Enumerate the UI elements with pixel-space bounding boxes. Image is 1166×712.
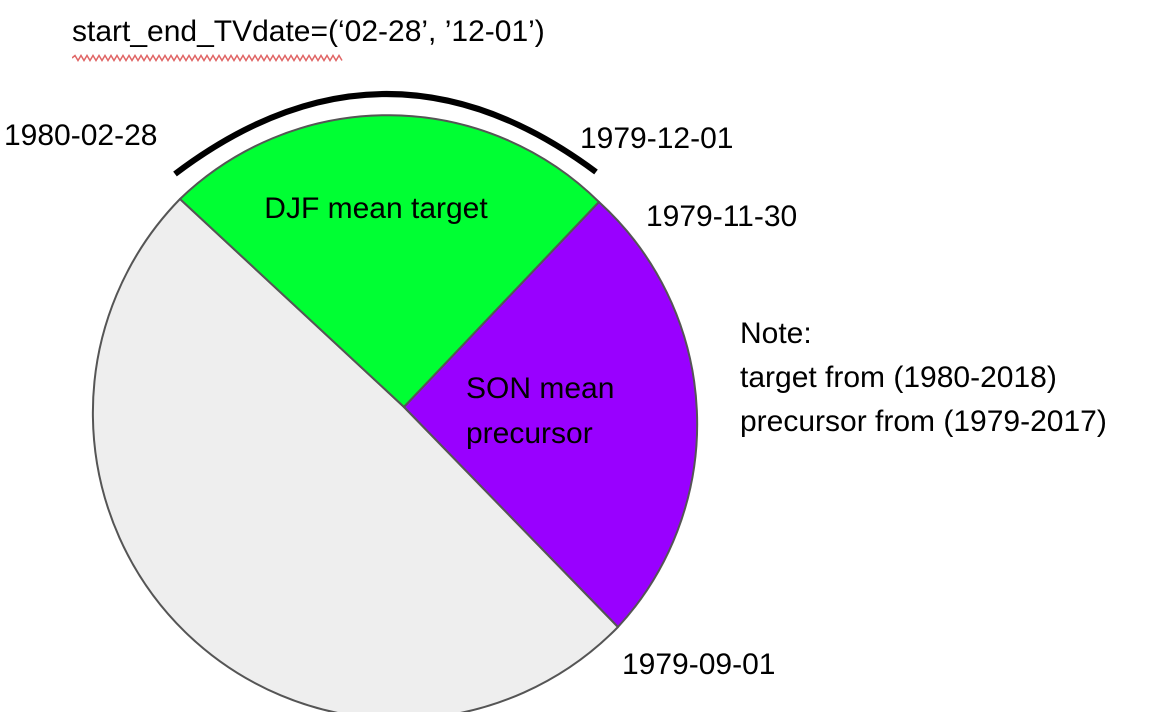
diagram-title: start_end_TVdate=(‘02-28’, ’12-01’)	[72, 15, 545, 48]
note-block: Note: target from (1980-2018) precursor …	[740, 312, 1107, 444]
note-line-precursor: precursor from (1979-2017)	[740, 405, 1107, 438]
djf-target-segment	[179, 114, 600, 408]
target-period-bracket	[173, 91, 598, 177]
date-label-target-end: 1979-12-01	[580, 122, 734, 155]
note-line-target: target from (1980-2018)	[740, 361, 1057, 394]
son-segment-label-line1: SON mean	[466, 372, 614, 405]
note-heading: Note:	[740, 317, 812, 350]
date-label-precursor-start: 1979-09-01	[622, 648, 776, 681]
date-label-target-start: 1980-02-28	[4, 119, 158, 152]
remaining-year-segment	[91, 198, 619, 712]
son-precursor-segment	[403, 201, 699, 628]
djf-segment-label: DJF mean target	[264, 192, 488, 225]
spellcheck-underline	[72, 54, 343, 62]
son-segment-label-line2: precursor	[466, 417, 593, 450]
date-label-precursor-end: 1979-11-30	[646, 200, 798, 233]
